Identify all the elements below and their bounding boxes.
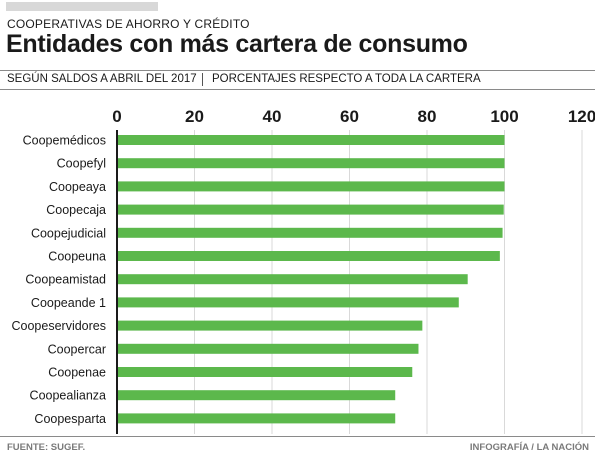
subtitle-units: PORCENTAJES RESPECTO A TODA LA CARTERA	[212, 73, 481, 85]
source-note: FUENTE: SUGEF.	[7, 442, 86, 453]
footer: FUENTE: SUGEF. INFOGRAFÍA / LA NACIÓN	[0, 436, 595, 455]
category-label: Coopeande 1	[31, 296, 106, 310]
bar	[117, 297, 459, 308]
bar	[117, 320, 423, 331]
bar	[117, 343, 419, 354]
bar	[117, 367, 413, 377]
chart-title: Entidades con más cartera de consumo	[6, 30, 468, 58]
bar	[117, 135, 505, 145]
bar	[117, 227, 503, 238]
category-label: Coopeservidores	[12, 319, 107, 333]
top-gray-bar	[6, 2, 158, 11]
x-tick-label: 40	[263, 107, 282, 126]
category-label: Coopercar	[48, 342, 106, 356]
bar	[117, 251, 500, 261]
bar-chart: 0 20 40 60 80 100 120 Coopemédicos Coopefyl Coope…	[12, 107, 595, 434]
category-label: Coopecaja	[46, 203, 106, 217]
bar	[117, 158, 505, 169]
category-label: Coopeuna	[48, 250, 106, 264]
bar	[117, 274, 468, 285]
category-label: Coopefyl	[57, 157, 106, 171]
subtitle-date: SEGÚN SALDOS A ABRIL DEL 2017	[7, 73, 197, 85]
x-tick-label: 0	[112, 107, 121, 126]
subtitle-divider	[202, 73, 203, 86]
x-tick-label: 20	[185, 107, 204, 126]
x-tick-label: 80	[418, 107, 437, 126]
bar	[117, 181, 505, 192]
category-label: Coopealianza	[30, 389, 106, 403]
bar	[117, 390, 396, 401]
category-label: Coopejudicial	[31, 226, 106, 240]
chart-kicker: COOPERATIVAS DE AHORRO Y CRÉDITO	[7, 17, 250, 31]
category-label: Coopemédicos	[23, 134, 106, 148]
category-label: Coopeaya	[49, 180, 106, 194]
category-label: Coopesparta	[34, 412, 106, 426]
subtitle-row: SEGÚN SALDOS A ABRIL DEL 2017 PORCENTAJE…	[0, 70, 595, 90]
x-tick-label: 100	[490, 107, 518, 126]
x-tick-label: 120	[568, 107, 595, 126]
credit-note: INFOGRAFÍA / LA NACIÓN	[469, 442, 589, 453]
bar	[117, 413, 396, 424]
x-tick-label: 60	[340, 107, 359, 126]
category-label: Coopeamistad	[25, 273, 106, 287]
category-label: Coopenae	[48, 366, 106, 380]
bar	[117, 204, 504, 215]
